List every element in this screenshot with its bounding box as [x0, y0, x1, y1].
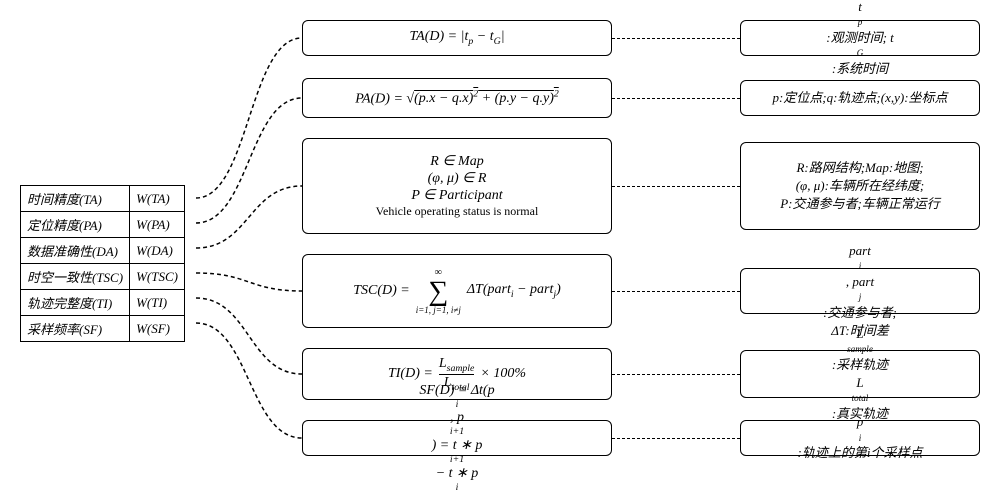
connector-right-da	[612, 186, 740, 187]
connector-right-ta	[612, 38, 740, 39]
metrics-tbody: 时间精度(TA)W(TA)定位精度(PA)W(PA)数据准确性(DA)W(DA)…	[21, 186, 185, 342]
metric-label: 数据准确性(DA)	[21, 238, 130, 264]
metric-weight: W(PA)	[130, 212, 185, 238]
connector-right-tsc	[612, 291, 740, 292]
formula-box-pa: PA(D) = √(p.x − q.x)2 + (p.y − q.y)2	[302, 78, 612, 118]
connector-left-ti	[20, 20, 21, 21]
diagram-root: 时间精度(TA)W(TA)定位精度(PA)W(PA)数据准确性(DA)W(DA)…	[20, 20, 980, 481]
metric-weight: W(TI)	[130, 290, 185, 316]
connector-left-sf	[20, 20, 21, 21]
metrics-row: 轨迹完整度(TI)W(TI)	[21, 290, 185, 316]
desc-box-tsc: parti, partj:交通参与者;ΔT:时间差	[740, 268, 980, 314]
desc-box-sf: pi:轨迹上的第i个采样点	[740, 420, 980, 456]
metric-label: 采样频率(SF)	[21, 316, 130, 342]
formula-box-ta: TA(D) = |tp − tG|	[302, 20, 612, 56]
metrics-table: 时间精度(TA)W(TA)定位精度(PA)W(PA)数据准确性(DA)W(DA)…	[20, 185, 185, 342]
connector-right-sf	[612, 438, 740, 439]
metric-label: 时空一致性(TSC)	[21, 264, 130, 290]
metric-label: 定位精度(PA)	[21, 212, 130, 238]
desc-box-ti: Lsample:采样轨迹Ltotal:真实轨迹	[740, 350, 980, 398]
metrics-row: 定位精度(PA)W(PA)	[21, 212, 185, 238]
metric-label: 轨迹完整度(TI)	[21, 290, 130, 316]
metrics-row: 时空一致性(TSC)W(TSC)	[21, 264, 185, 290]
desc-box-ta: tp:观测时间; tG:系统时间	[740, 20, 980, 56]
metric-weight: W(TA)	[130, 186, 185, 212]
metric-weight: W(SF)	[130, 316, 185, 342]
connector-right-ti	[612, 374, 740, 375]
metric-weight: W(DA)	[130, 238, 185, 264]
formula-box-tsc: TSC(D) =∞∑i=1, j=1, i≠jΔT(parti − partj)	[302, 254, 612, 328]
metric-label: 时间精度(TA)	[21, 186, 130, 212]
formula-box-sf: SF(D) = Δt(pi, pi+1) = t ∗ pi+1 − t ∗ pi	[302, 420, 612, 456]
connector-left-pa	[20, 20, 21, 21]
connector-left-da	[20, 20, 21, 21]
desc-box-pa: p:定位点;q:轨迹点;(x,y):坐标点	[740, 80, 980, 116]
connector-left-tsc	[20, 20, 21, 21]
connector-left-ta	[20, 20, 21, 21]
formula-box-da: R ∈ Map(φ, μ) ∈ RP ∈ ParticipantVehicle …	[302, 138, 612, 234]
connector-right-pa	[612, 98, 740, 99]
desc-box-da: R:路网结构;Map:地图;(φ, μ):车辆所在经纬度;P:交通参与者;车辆正…	[740, 142, 980, 230]
metrics-row: 采样频率(SF)W(SF)	[21, 316, 185, 342]
metrics-row: 时间精度(TA)W(TA)	[21, 186, 185, 212]
metrics-row: 数据准确性(DA)W(DA)	[21, 238, 185, 264]
metric-weight: W(TSC)	[130, 264, 185, 290]
